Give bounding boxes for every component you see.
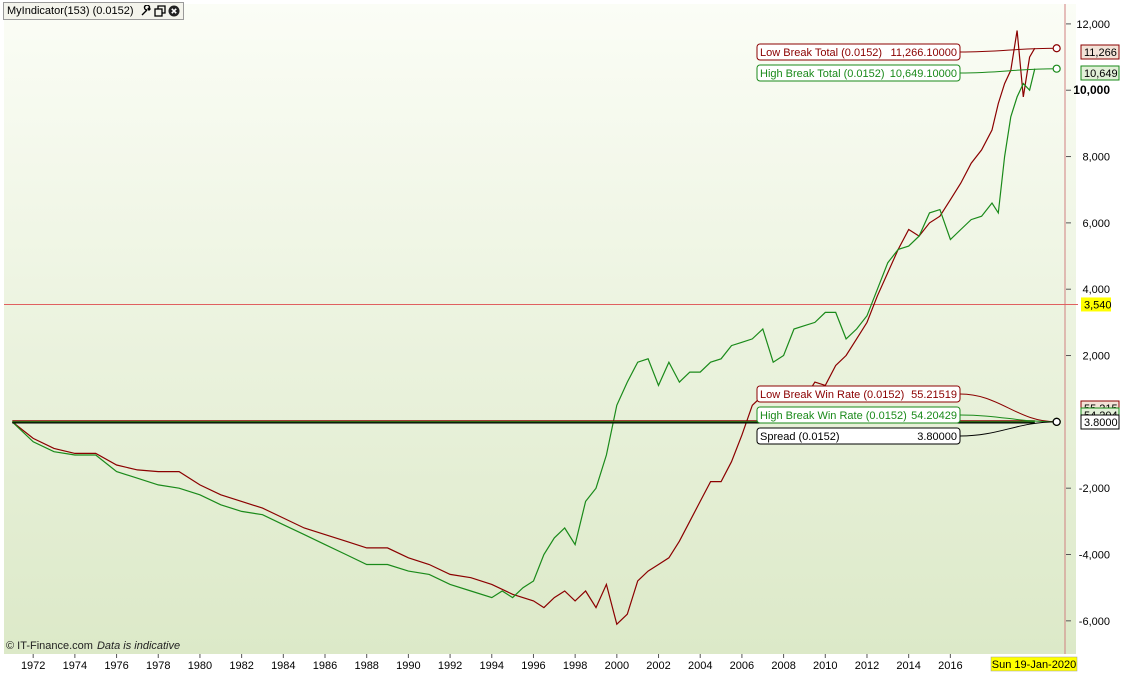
- series-line: [11, 30, 1036, 626]
- y-tick-label: -4,000: [1079, 550, 1110, 562]
- x-tick-label: 1996: [521, 660, 545, 672]
- x-tick-label: 2000: [605, 660, 629, 672]
- x-tick-label: 1998: [563, 660, 587, 672]
- label-connector: [959, 393, 1057, 423]
- x-tick-label: 1980: [188, 660, 212, 672]
- series-label-box[interactable]: [756, 64, 961, 82]
- date-tag-box: [990, 656, 1078, 672]
- series-end-marker: [1052, 44, 1061, 53]
- restore-window-icon[interactable]: [153, 5, 166, 17]
- series-label-value: 3.80000: [917, 431, 957, 443]
- y-tick-label: 2,000: [1082, 351, 1110, 363]
- indicator-title: MyIndicator(153) (0.0152): [7, 5, 134, 17]
- y-tick-label: -6,000: [1079, 616, 1110, 628]
- x-tick-label: 2002: [646, 660, 670, 672]
- x-tick-label: 1990: [396, 660, 420, 672]
- series-end-marker: [1052, 417, 1061, 426]
- x-tick-label: 1978: [146, 660, 170, 672]
- label-connector: [959, 421, 1057, 437]
- series-line: [11, 68, 1036, 599]
- x-tick-label: 2008: [771, 660, 795, 672]
- x-tick-label: 1992: [438, 660, 462, 672]
- x-tick-label: 1988: [354, 660, 378, 672]
- series-label-value: 55.21519: [911, 389, 957, 401]
- watermark-source: © IT-Finance.com: [6, 640, 93, 652]
- series-label-name: Spread (0.0152): [760, 431, 840, 443]
- series-label-name: High Break Total (0.0152): [760, 68, 885, 80]
- x-tick-label: 1974: [63, 660, 87, 672]
- axis-value-tag-label: 10,649: [1084, 68, 1118, 80]
- x-tick-label: 2006: [730, 660, 754, 672]
- y-tick-label: 6,000: [1082, 218, 1110, 230]
- label-connector: [959, 47, 1057, 53]
- x-tick-label: 2014: [896, 660, 920, 672]
- series-label-value: 54.20429: [911, 410, 957, 422]
- x-tick-label: 1986: [313, 660, 337, 672]
- series-label-name: Low Break Total (0.0152): [760, 47, 882, 59]
- x-tick-label: 2016: [938, 660, 962, 672]
- axis-value-tag: [1080, 65, 1120, 81]
- watermark-note: Data is indicative: [96, 640, 181, 652]
- series-end-marker: [1052, 64, 1061, 73]
- label-connector: [959, 414, 1057, 423]
- x-tick-label: 1972: [21, 660, 45, 672]
- series-label-name: Low Break Win Rate (0.0152): [760, 389, 904, 401]
- close-icon[interactable]: [168, 5, 180, 17]
- y-tick-label: -2,000: [1079, 483, 1110, 495]
- y-tick-label: 10,000: [1073, 83, 1110, 97]
- series-label-box[interactable]: [756, 427, 961, 445]
- series-label-value: 11,266.10000: [891, 47, 957, 59]
- x-tick-label: 1984: [271, 660, 295, 672]
- y-tick-label: 12,000: [1076, 19, 1110, 31]
- wrench-icon[interactable]: [140, 5, 152, 17]
- cursor-tag-label: 3,540: [1084, 299, 1112, 311]
- indicator-header[interactable]: MyIndicator(153) (0.0152): [3, 2, 184, 20]
- watermark: © IT-Finance.com Data is indicative: [6, 640, 180, 652]
- axis-value-tag: [1080, 414, 1120, 430]
- series-label-name: High Break Win Rate (0.0152): [760, 410, 907, 422]
- x-tick-label: 1994: [480, 660, 504, 672]
- series-label-box[interactable]: [756, 385, 961, 403]
- series-label-value: 10,649.10000: [890, 68, 957, 80]
- plot-background: [4, 4, 1076, 654]
- x-tick-label: 2004: [688, 660, 712, 672]
- date-tag-label: Sun 19-Jan-2020: [992, 659, 1076, 671]
- x-tick-label: 1982: [229, 660, 253, 672]
- x-tick-label: 2012: [855, 660, 879, 672]
- series-label-box[interactable]: [756, 406, 961, 424]
- label-connector: [959, 68, 1057, 74]
- axis-value-tag: [1080, 44, 1120, 60]
- axis-value-tag-label: 11,266: [1084, 47, 1117, 59]
- cursor-tag-box: [1081, 297, 1111, 312]
- x-tick-label: 2010: [813, 660, 837, 672]
- x-tick-label: 1976: [104, 660, 128, 672]
- y-tick-label: 4,000: [1082, 284, 1110, 296]
- series-label-box[interactable]: [756, 43, 961, 61]
- y-tick-label: 8,000: [1082, 152, 1110, 164]
- axis-value-tag-label: 3.8000: [1084, 417, 1118, 429]
